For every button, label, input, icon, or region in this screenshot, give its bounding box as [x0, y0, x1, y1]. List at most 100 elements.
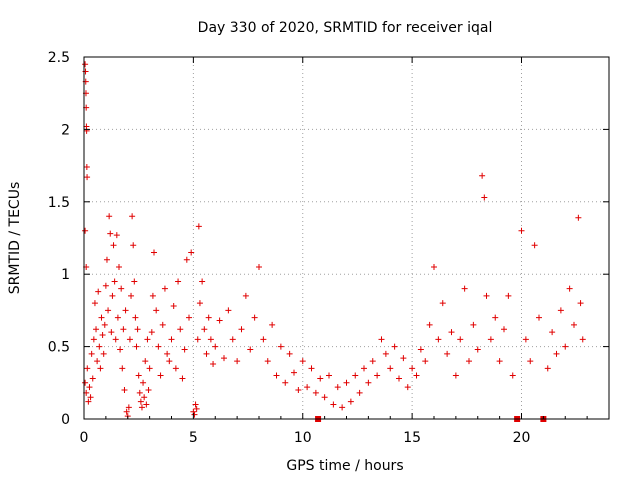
data-point — [347, 398, 354, 405]
data-point — [188, 249, 195, 256]
data-point — [238, 326, 245, 333]
data-point — [131, 278, 138, 285]
points-layer — [82, 61, 586, 422]
grid-layer — [84, 57, 609, 419]
data-point — [277, 343, 284, 350]
data-point — [470, 321, 477, 328]
data-point — [86, 384, 93, 391]
ticks-layer: 0 5 10 15 20 0 0.5 1 1.5 2 2.5 — [48, 50, 610, 446]
data-point — [216, 317, 223, 324]
data-point — [94, 358, 101, 365]
data-point — [575, 214, 582, 221]
data-point — [487, 336, 494, 343]
data-point — [177, 326, 184, 333]
data-point — [562, 343, 569, 350]
y-tick-label: 2 — [61, 122, 70, 138]
data-point — [103, 256, 110, 263]
data-point — [109, 292, 116, 299]
data-point — [114, 314, 121, 321]
data-point — [496, 358, 503, 365]
data-point — [122, 307, 129, 314]
data-point — [172, 365, 179, 372]
data-point — [118, 285, 125, 292]
data-point — [269, 321, 276, 328]
data-point — [378, 336, 385, 343]
data-point — [155, 343, 162, 350]
data-point — [225, 307, 232, 314]
data-point — [191, 411, 198, 418]
data-point — [361, 365, 367, 372]
data-point — [308, 365, 315, 372]
data-point — [571, 321, 577, 328]
data-point — [431, 263, 437, 270]
data-point — [207, 336, 214, 343]
data-point — [120, 326, 127, 333]
data-point — [83, 164, 90, 171]
data-point — [95, 288, 102, 295]
data-point — [330, 401, 337, 408]
data-point — [159, 321, 166, 328]
data-point — [119, 365, 126, 372]
data-point — [149, 292, 156, 299]
data-point — [422, 358, 429, 365]
data-point — [125, 404, 132, 411]
data-point — [229, 336, 236, 343]
data-point — [193, 405, 200, 412]
data-point — [141, 394, 148, 401]
data-point — [138, 404, 145, 411]
data-point — [474, 346, 481, 353]
data-point — [343, 379, 350, 386]
data-point — [536, 314, 542, 321]
data-point — [509, 372, 516, 379]
data-point — [483, 292, 490, 299]
data-point — [89, 375, 96, 382]
data-point — [466, 358, 472, 365]
data-point — [100, 350, 107, 357]
data-point — [400, 355, 407, 362]
data-point — [461, 285, 468, 292]
data-point — [439, 300, 446, 307]
data-point — [544, 365, 551, 372]
data-point — [260, 336, 267, 343]
data-point — [210, 360, 217, 367]
data-point — [326, 372, 332, 379]
data-point — [501, 326, 507, 333]
data-point — [334, 384, 341, 391]
data-point — [101, 321, 108, 328]
data-point — [117, 346, 124, 353]
data-point — [121, 387, 128, 394]
data-point — [579, 336, 586, 343]
x-tick-label: 10 — [294, 430, 312, 446]
data-point — [143, 401, 150, 408]
data-point — [153, 307, 160, 314]
data-point — [531, 242, 538, 249]
data-point — [136, 389, 143, 396]
plot-border — [83, 56, 610, 420]
data-point — [113, 232, 120, 239]
data-point — [448, 329, 455, 336]
data-point — [82, 379, 89, 386]
data-point — [264, 358, 271, 365]
data-point — [481, 194, 488, 201]
data-point — [212, 343, 219, 350]
data-point — [251, 314, 258, 321]
data-point — [339, 404, 346, 411]
data-point — [137, 398, 144, 405]
data-point — [102, 282, 109, 289]
data-point — [107, 230, 114, 237]
data-point — [82, 68, 89, 75]
y-tick-label: 1 — [61, 267, 70, 283]
data-point — [134, 326, 141, 333]
data-point — [87, 394, 94, 401]
data-point — [221, 355, 227, 362]
data-point — [577, 300, 584, 307]
data-point — [452, 372, 459, 379]
data-point — [170, 303, 177, 310]
data-point — [557, 307, 564, 314]
data-point — [108, 329, 115, 336]
data-point — [444, 350, 451, 357]
data-point — [566, 285, 573, 292]
data-point — [183, 256, 190, 263]
